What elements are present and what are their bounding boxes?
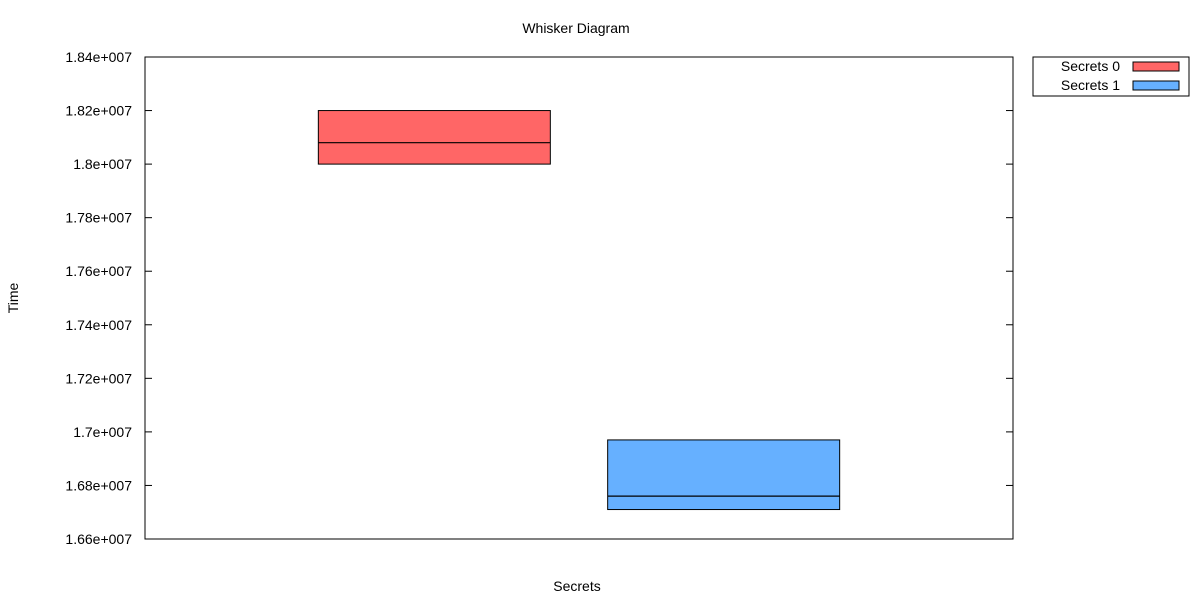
y-tick-label: 1.8e+007 — [73, 156, 132, 172]
y-axis-label: Time — [5, 282, 21, 313]
box-1 — [317, 110, 551, 165]
y-tick-label: 1.76e+007 — [65, 263, 132, 279]
y-tick-label: 1.82e+007 — [65, 103, 132, 119]
y-tick-label: 1.7e+007 — [73, 424, 132, 440]
box-2 — [607, 439, 841, 511]
y-tick-label: 1.66e+007 — [65, 531, 132, 547]
legend-swatch — [1132, 80, 1180, 91]
legend-label: Secrets 0 — [1061, 58, 1120, 74]
legend-swatch — [1132, 61, 1180, 72]
legend: Secrets 0 Secrets 1 — [1032, 56, 1190, 97]
plot-marks: 1.66e+007 1.68e+007 1.7e+007 1.72e+007 1.74e… — [65, 49, 1013, 547]
y-tick-label: 1.72e+007 — [65, 370, 132, 386]
legend-label: Secrets 1 — [1061, 77, 1120, 93]
y-tick-label: 1.74e+007 — [65, 317, 132, 333]
y-tick-label: 1.78e+007 — [65, 210, 132, 226]
plot-frame — [144, 56, 1014, 540]
y-tick-label: 1.68e+007 — [65, 477, 132, 493]
chart-title: Whisker Diagram — [522, 20, 629, 36]
y-tick-label: 1.84e+007 — [65, 49, 132, 65]
x-axis-label: Secrets — [553, 578, 600, 594]
